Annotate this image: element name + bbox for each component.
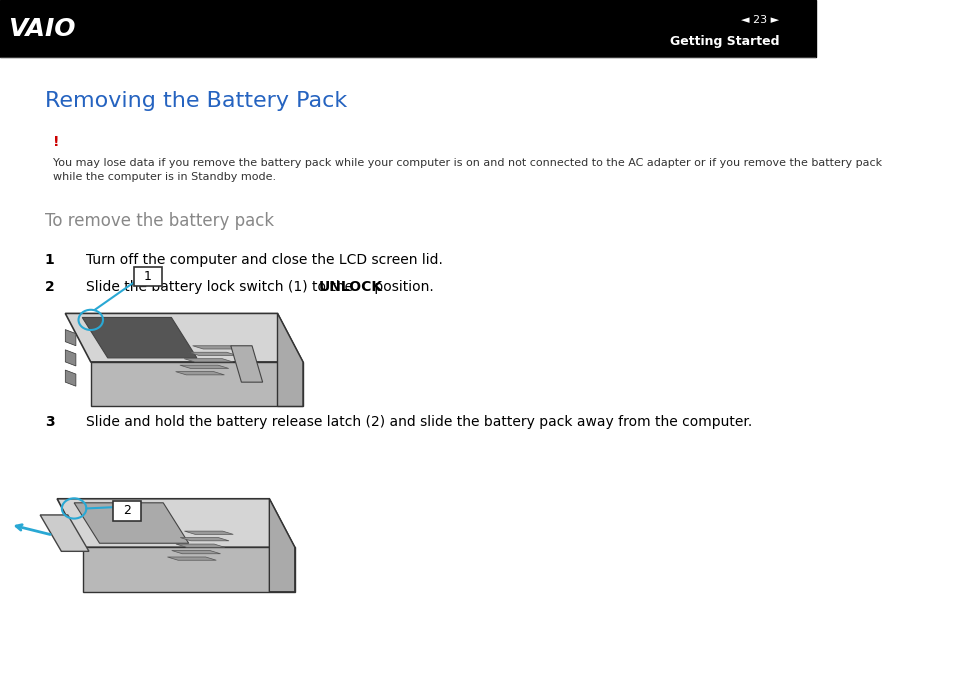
Text: Getting Started: Getting Started: [669, 35, 779, 48]
Polygon shape: [175, 371, 224, 375]
Polygon shape: [188, 353, 237, 355]
Text: To remove the battery pack: To remove the battery pack: [45, 212, 274, 231]
Text: UNLOCK: UNLOCK: [318, 280, 382, 294]
Polygon shape: [180, 365, 229, 369]
Polygon shape: [184, 531, 233, 534]
Polygon shape: [168, 557, 216, 560]
Text: !: !: [53, 135, 59, 149]
FancyBboxPatch shape: [113, 501, 141, 520]
Text: Slide and hold the battery release latch (2) and slide the battery pack away fro: Slide and hold the battery release latch…: [86, 415, 751, 429]
Polygon shape: [83, 547, 294, 592]
Text: 3: 3: [45, 415, 54, 429]
Polygon shape: [175, 544, 225, 547]
Bar: [0, 0, 816, 57]
Text: Turn off the computer and close the LCD screen lid.: Turn off the computer and close the LCD …: [86, 253, 442, 267]
Polygon shape: [277, 313, 303, 406]
Text: Removing the Battery Pack: Removing the Battery Pack: [45, 91, 347, 111]
Polygon shape: [184, 359, 233, 362]
Polygon shape: [57, 499, 294, 547]
Polygon shape: [82, 317, 196, 358]
Text: 1: 1: [144, 270, 152, 282]
Polygon shape: [65, 330, 76, 346]
Polygon shape: [40, 515, 89, 551]
Text: 2: 2: [45, 280, 54, 294]
Polygon shape: [65, 370, 76, 386]
Text: position.: position.: [370, 280, 433, 294]
FancyBboxPatch shape: [133, 267, 162, 286]
Polygon shape: [65, 350, 76, 366]
Polygon shape: [91, 362, 303, 406]
Text: 1: 1: [45, 253, 54, 267]
Polygon shape: [74, 503, 189, 543]
Polygon shape: [231, 346, 262, 382]
Text: 2: 2: [123, 504, 131, 517]
Polygon shape: [269, 499, 294, 592]
Polygon shape: [65, 313, 303, 362]
Polygon shape: [172, 551, 220, 554]
Text: ◄ 23 ►: ◄ 23 ►: [740, 15, 779, 25]
Polygon shape: [180, 538, 229, 541]
Text: Slide the battery lock switch (1) to the: Slide the battery lock switch (1) to the: [86, 280, 356, 294]
Text: You may lose data if you remove the battery pack while your computer is on and n: You may lose data if you remove the batt…: [53, 158, 882, 183]
Polygon shape: [193, 346, 241, 349]
Text: VAIO: VAIO: [9, 17, 75, 40]
